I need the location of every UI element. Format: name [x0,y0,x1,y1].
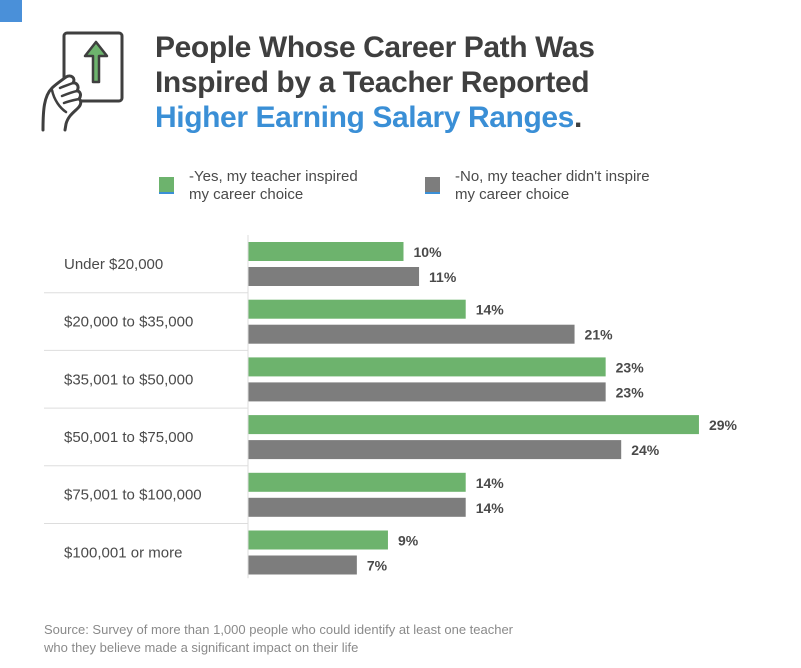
data-label: 14% [476,500,505,516]
category-label: $100,001 or more [64,544,182,561]
legend-swatch-yes [159,177,174,194]
bar [248,497,466,517]
corner-accent [0,0,22,22]
bar [248,299,466,319]
source-note: Source: Survey of more than 1,000 people… [44,621,513,657]
source-line-1: Source: Survey of more than 1,000 people… [44,622,514,637]
title-line-1: People Whose Career Path Was [155,31,595,64]
data-label: 7% [367,558,388,574]
data-label: 11% [429,269,457,285]
bar [248,382,606,402]
bar [248,267,420,286]
bar [248,440,622,460]
data-label: 14% [476,475,505,491]
legend-yes-line-2: my career choice [189,186,304,203]
category-label: $50,001 to $75,000 [64,429,193,446]
legend-label-yes: -Yes, my teacher inspired my career choi… [189,168,358,204]
data-label: 14% [476,302,505,318]
data-label: 24% [631,442,660,458]
title-line-2: Inspired by a Teacher Reported [155,66,590,99]
legend-no-line-2: my career choice [455,186,570,203]
bar [248,530,388,550]
title-highlight-text: Higher Earning Salary Ranges [155,101,574,134]
category-label: $20,000 to $35,000 [64,314,193,331]
bar [248,357,606,377]
category-label: $35,001 to $50,000 [64,371,193,388]
title-line-3: Higher Earning Salary Ranges. [155,100,775,135]
category-label: $75,001 to $100,000 [64,487,202,504]
bar [248,472,466,492]
category-label: Under $20,000 [64,256,163,273]
data-label: 9% [398,533,419,549]
data-label: 10% [414,244,443,260]
data-label: 21% [585,327,614,343]
legend-swatch-no [425,177,440,194]
chart-title: People Whose Career Path Was Inspired by… [155,30,775,135]
title-period: . [573,101,582,134]
bar [248,555,357,575]
bar [248,415,699,435]
data-label: 29% [709,417,738,433]
bar [248,242,404,261]
hand-holding-arrow-sign-icon [40,30,130,145]
source-line-2: who they believe made a significant impa… [44,640,359,655]
legend-item-no: -No, my teacher didn't inspire my career… [425,168,650,204]
data-label: 23% [616,359,645,375]
legend-yes-line-1: -Yes, my teacher inspired [189,168,358,185]
legend-no-line-1: -No, my teacher didn't inspire [455,168,650,185]
legend-item-yes: -Yes, my teacher inspired my career choi… [159,168,358,204]
data-label: 23% [616,384,645,400]
legend-label-no: -No, my teacher didn't inspire my career… [455,168,650,204]
bar [248,324,575,344]
